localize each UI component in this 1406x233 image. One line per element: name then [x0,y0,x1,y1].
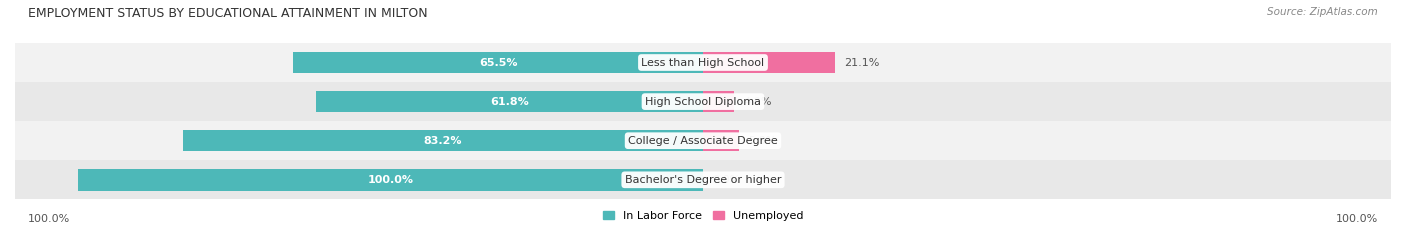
Legend: In Labor Force, Unemployed: In Labor Force, Unemployed [598,206,808,225]
Text: EMPLOYMENT STATUS BY EDUCATIONAL ATTAINMENT IN MILTON: EMPLOYMENT STATUS BY EDUCATIONAL ATTAINM… [28,7,427,20]
Bar [703,91,734,112]
Bar [703,130,740,151]
Text: 61.8%: 61.8% [491,97,529,107]
Text: 100.0%: 100.0% [367,175,413,185]
Text: Less than High School: Less than High School [641,58,765,68]
Bar [77,169,703,191]
Text: 83.2%: 83.2% [423,136,463,146]
Bar [15,82,1391,121]
Bar [703,52,835,73]
Text: 100.0%: 100.0% [1336,214,1378,224]
Text: 0.0%: 0.0% [713,175,741,185]
Bar [15,121,1391,160]
Text: High School Diploma: High School Diploma [645,97,761,107]
Bar [15,160,1391,199]
Text: Source: ZipAtlas.com: Source: ZipAtlas.com [1267,7,1378,17]
Text: 21.1%: 21.1% [845,58,880,68]
Bar [316,91,703,112]
Text: 4.9%: 4.9% [742,97,772,107]
Text: 5.8%: 5.8% [748,136,778,146]
Text: College / Associate Degree: College / Associate Degree [628,136,778,146]
Bar [294,52,703,73]
Bar [183,130,703,151]
Text: Bachelor's Degree or higher: Bachelor's Degree or higher [624,175,782,185]
Bar [15,43,1391,82]
Text: 65.5%: 65.5% [479,58,517,68]
Text: 100.0%: 100.0% [28,214,70,224]
